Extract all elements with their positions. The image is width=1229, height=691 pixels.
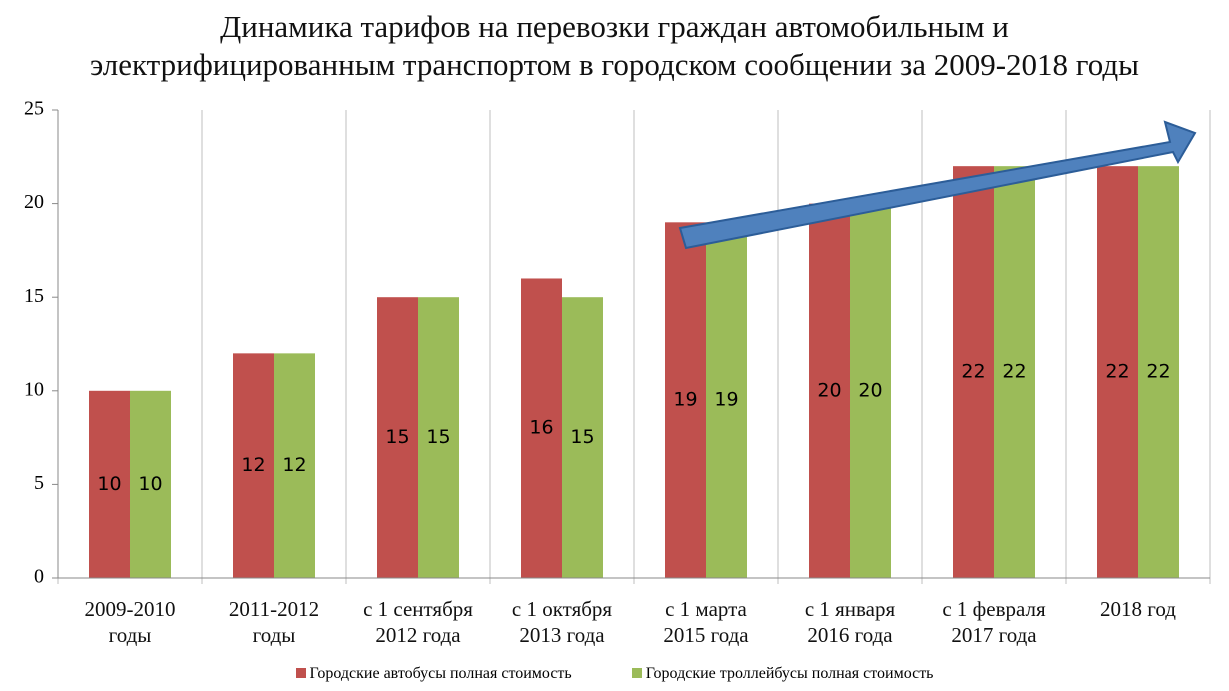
x-tick-label: с 1 сентября 2012 года xyxy=(363,597,473,647)
data-label: 10 xyxy=(97,473,121,495)
data-label: 19 xyxy=(714,389,738,411)
data-label: 20 xyxy=(817,379,841,401)
bar xyxy=(130,390,171,578)
y-tick-label: 15 xyxy=(24,285,44,307)
y-tick-label: 10 xyxy=(24,378,44,400)
data-label: 22 xyxy=(1002,361,1026,383)
data-label: 22 xyxy=(1105,361,1129,383)
legend-entry: Городские автобусы полная стоимость xyxy=(295,665,572,682)
bar xyxy=(953,166,994,578)
legend-swatch xyxy=(631,668,642,678)
x-tick-label: 2011-2012 годы xyxy=(228,597,320,647)
bar xyxy=(521,278,562,578)
bar xyxy=(377,297,418,578)
data-label: 12 xyxy=(282,454,306,476)
bar xyxy=(706,222,747,578)
data-label: 20 xyxy=(858,379,882,401)
x-tick-label: 2009-2010 годы xyxy=(84,597,176,647)
bar xyxy=(1097,166,1138,578)
bar xyxy=(1138,166,1179,578)
legend: Городские автобусы полная стоимость Город… xyxy=(0,665,1229,683)
legend-entry: Городские троллейбусы полная стоимость xyxy=(631,665,934,682)
legend-swatch xyxy=(295,668,306,678)
bar xyxy=(233,353,274,578)
x-tick-label: с 1 октября 2013 года xyxy=(511,597,613,647)
legend-label: Городские троллейбусы полная стоимость xyxy=(645,665,934,682)
bar xyxy=(994,166,1035,578)
data-label: 12 xyxy=(241,454,265,476)
bar xyxy=(418,297,459,578)
x-tick-label: 2018 год xyxy=(1100,597,1176,621)
data-label: 16 xyxy=(529,417,553,439)
y-tick-label: 20 xyxy=(24,191,44,213)
bar xyxy=(809,203,850,578)
y-tick-label: 0 xyxy=(34,566,44,588)
y-tick-label: 25 xyxy=(24,98,44,120)
x-tick-label: с 1 марта 2015 года xyxy=(663,597,749,647)
x-tick-label: с 1 января 2016 года xyxy=(804,597,896,647)
data-label: 10 xyxy=(138,473,162,495)
data-label: 15 xyxy=(570,426,594,448)
chart-title: Динамика тарифов на перевозки граждан ав… xyxy=(90,9,1139,82)
x-tick-label: с 1 февраля 2017 года xyxy=(942,597,1046,647)
legend-label: Городские автобусы полная стоимость xyxy=(309,665,572,682)
trend-arrow xyxy=(678,120,1197,250)
y-tick-label: 5 xyxy=(34,472,44,494)
data-label: 15 xyxy=(385,426,409,448)
bar xyxy=(89,390,130,578)
bar xyxy=(850,203,891,578)
data-label: 15 xyxy=(426,426,450,448)
data-label: 22 xyxy=(961,361,985,383)
data-label: 22 xyxy=(1146,361,1170,383)
bar xyxy=(665,222,706,578)
bar xyxy=(274,353,315,578)
bar xyxy=(562,297,603,578)
data-label: 19 xyxy=(673,389,697,411)
